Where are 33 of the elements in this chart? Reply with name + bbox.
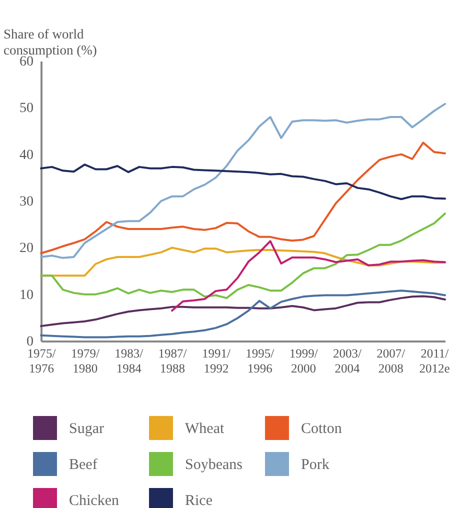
x-tick-label: 1995/ 1996 [246,346,275,376]
line-series [40,164,446,200]
line-series [40,295,446,328]
x-tick-label: 1979/ 1980 [70,346,100,376]
y-tick-label: 60 [20,54,34,70]
y-tick-label: 10 [20,288,34,303]
legend-label: Wheat [185,421,225,437]
legend-label: Chicken [69,493,120,508]
y-tick-label: 50 [20,101,34,116]
x-tick-label: 2007/ 2008 [376,346,406,376]
x-tick-label: 1975/ 1976 [27,346,56,376]
line-series [40,102,446,259]
y-tick-label: 0 [26,334,34,350]
legend-label: Cotton [301,421,342,437]
x-tick-label: 1983/ 1984 [114,346,144,376]
x-tick-label: 1991/ 1992 [202,346,231,376]
x-tick-label: 1999/ 2000 [289,346,318,376]
legend-label: Pork [301,457,330,473]
y-tick-label: 20 [20,241,34,256]
line-series [40,212,446,300]
y-tick-label: 30 [20,194,34,210]
y-tick-label: 40 [20,148,34,163]
y-axis-title: Share of world consumption (%) [4,26,97,58]
legend-label: Beef [69,457,98,473]
legend-label: Soybeans [185,457,243,473]
x-tick-label: 2011/ 2012e [419,346,450,376]
x-tick-label: 1987/ 1988 [158,346,188,376]
legend-label: Sugar [69,421,104,437]
line-series [40,290,446,338]
legend-label: Rice [185,493,213,508]
x-tick-label: 2003/ 2004 [332,346,362,376]
line-series [171,240,446,312]
line-series [40,142,446,254]
